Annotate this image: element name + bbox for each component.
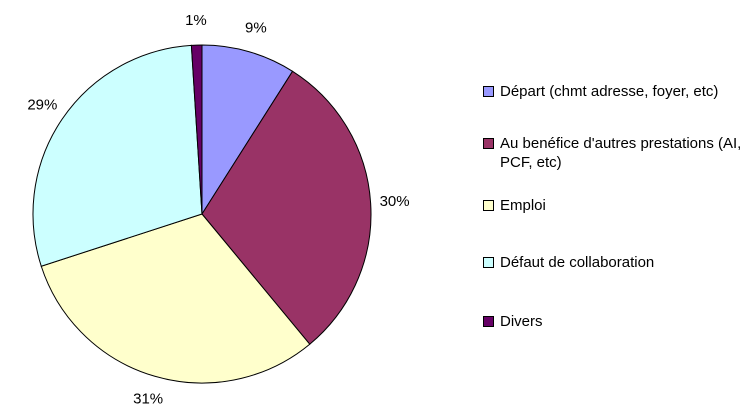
legend-swatch: [483, 138, 494, 149]
legend-swatch: [483, 200, 494, 211]
data-label: 9%: [245, 20, 267, 37]
legend-label: Divers: [500, 313, 543, 330]
pie-slice: [32, 44, 203, 267]
legend-label: Départ (chmt adresse, foyer, etc): [500, 83, 719, 100]
data-label: 31%: [133, 390, 163, 407]
pie-slice: [40, 213, 311, 384]
legend-swatch: [483, 86, 494, 97]
legend-label: Emploi: [500, 197, 546, 214]
pie-slice: [201, 44, 294, 216]
legend-label: Au benéfice d'autres prestations (AI, PC…: [500, 135, 742, 171]
pie-slice: [201, 70, 372, 345]
pie-slice: [190, 44, 203, 215]
data-label: 30%: [380, 193, 410, 210]
data-label: 1%: [185, 12, 207, 29]
legend-swatch: [483, 257, 494, 268]
legend-swatch: [483, 316, 494, 327]
legend-label: Défaut de collaboration: [500, 254, 655, 271]
data-label: 29%: [27, 96, 57, 113]
